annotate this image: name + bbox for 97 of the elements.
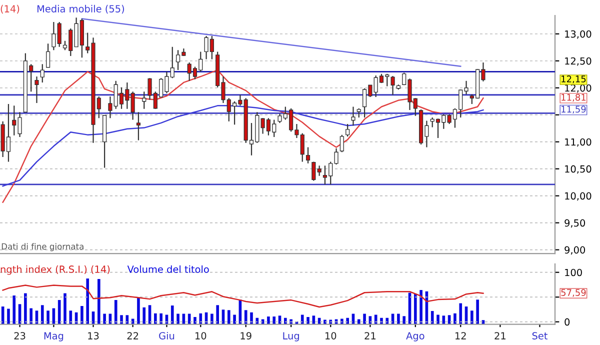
- annotation: Dati di fine giornata: [2, 243, 84, 252]
- x-tick-label: 21: [364, 332, 376, 340]
- bar: [374, 314, 378, 324]
- text: (14): [0, 4, 20, 14]
- candlestick: [136, 112, 141, 141]
- candlestick: [356, 108, 361, 118]
- bar: [470, 310, 474, 324]
- bar: [97, 279, 100, 324]
- bar: [244, 310, 248, 324]
- x-tick-label: Giu: [159, 332, 174, 340]
- bar: [58, 300, 61, 324]
- bar: [154, 313, 157, 324]
- bar: [459, 303, 462, 324]
- bar: [210, 314, 214, 324]
- y-tick-label: 11,00: [565, 138, 592, 147]
- candlestick: [52, 21, 56, 51]
- line-series: [2, 284, 484, 308]
- candlestick: [390, 75, 395, 96]
- y-tick-label: 9,50: [564, 219, 586, 228]
- y-tick-label: 12,50: [565, 57, 592, 66]
- candlestick: [130, 91, 135, 120]
- candlestick: [312, 161, 316, 182]
- x-tick-label: Ago: [406, 332, 424, 342]
- bar: [442, 316, 446, 324]
- x-tick-label: 22: [127, 332, 138, 340]
- candlestick: [142, 91, 146, 110]
- y-tick-label: 100: [565, 268, 582, 276]
- bar: [272, 316, 276, 324]
- bar: [454, 313, 456, 324]
- bar: [402, 316, 406, 324]
- candlestick: [46, 43, 50, 68]
- bar: [80, 306, 84, 324]
- bar: [363, 314, 366, 324]
- candlestick: [57, 21, 62, 48]
- bar: [476, 300, 479, 324]
- bar: [300, 314, 304, 324]
- text: 11,81: [562, 94, 586, 102]
- bar: [199, 313, 202, 324]
- bar: [40, 305, 44, 324]
- bar: [142, 307, 146, 324]
- bar: [120, 315, 123, 324]
- x-tick-label: Mag: [44, 332, 64, 342]
- y-tick-label: 10,50: [565, 165, 592, 174]
- bar: [430, 311, 434, 324]
- x-tick-label: 21: [494, 332, 506, 340]
- bar: [170, 306, 174, 324]
- bar: [306, 316, 310, 324]
- bar: [414, 294, 417, 324]
- candlestick: [34, 76, 39, 104]
- bar: [436, 314, 440, 324]
- text: Media mobile (55): [37, 4, 124, 14]
- x-tick-label: 10: [196, 332, 206, 340]
- bar: [420, 290, 422, 324]
- candlestick: [351, 106, 356, 126]
- bar: [86, 278, 90, 324]
- x-tick-label: Lug: [283, 332, 299, 342]
- y-tick-label: 12,00: [565, 84, 592, 93]
- candlestick: [317, 165, 322, 176]
- x-tick-label: 10: [326, 332, 336, 340]
- bar: [397, 314, 400, 324]
- x-tick-label: 23: [14, 332, 26, 340]
- y-tick-label: 9,00: [564, 246, 586, 255]
- candlestick: [40, 64, 44, 84]
- bar: [24, 293, 27, 324]
- candlestick: [340, 134, 344, 153]
- bar: [30, 308, 32, 324]
- bar: [160, 313, 162, 324]
- bar: [137, 297, 140, 324]
- bar: [250, 312, 253, 324]
- y-tick-label: 0: [564, 318, 570, 326]
- x-tick-label: 13: [88, 332, 99, 340]
- text: 11,59: [562, 106, 586, 114]
- x-tick-label: Set: [532, 332, 548, 340]
- text: 12,15: [562, 76, 586, 84]
- text: Volume del titolo: [127, 265, 209, 273]
- y-tick-label: 13,00: [565, 30, 592, 39]
- x-tick-label: 12: [456, 332, 466, 340]
- bar: [194, 316, 196, 324]
- y-tick-label: 10,00: [565, 192, 592, 201]
- bar: [267, 316, 270, 324]
- bar: [114, 300, 118, 324]
- bar: [69, 310, 72, 324]
- line-series: [2, 69, 484, 203]
- candlestick: [346, 123, 350, 137]
- bar: [46, 310, 50, 324]
- bar: [64, 293, 66, 324]
- bar: [7, 308, 10, 324]
- bar: [12, 295, 16, 324]
- bar: [176, 314, 180, 324]
- text: 57,59: [561, 289, 586, 297]
- candlestick: [306, 146, 310, 164]
- x-tick-label: 19: [240, 332, 252, 340]
- bar: [216, 305, 220, 324]
- bar: [103, 314, 106, 324]
- bar: [227, 310, 230, 324]
- series-label: ngth index (R.S.I.) (14): [0, 265, 110, 275]
- bar: [233, 314, 236, 324]
